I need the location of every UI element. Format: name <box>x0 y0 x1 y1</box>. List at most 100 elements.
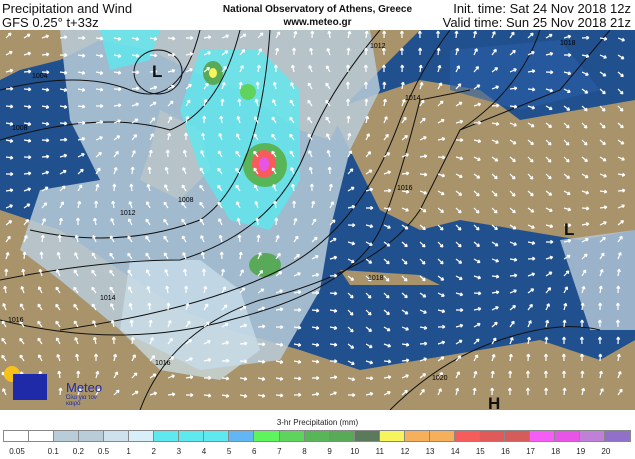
wind-arrow <box>597 319 602 328</box>
wind-arrow <box>75 353 80 362</box>
wind-arrow <box>345 98 351 107</box>
wind-arrow <box>203 303 209 311</box>
model-info: GFS 0.25° t+33z <box>2 15 99 30</box>
wind-arrow <box>77 53 86 58</box>
wind-arrow <box>599 54 607 59</box>
wind-arrow <box>199 218 205 226</box>
wind-arrow <box>580 370 585 379</box>
wind-arrow <box>491 67 499 73</box>
wind-arrow <box>59 121 68 126</box>
wind-arrow <box>311 342 320 347</box>
wind-arrow <box>239 323 248 328</box>
wind-arrow <box>257 32 264 39</box>
wind-arrow <box>616 353 621 362</box>
wind-arrow <box>527 122 535 128</box>
wind-arrow <box>167 84 175 90</box>
wind-arrow <box>617 122 624 129</box>
wind-arrow <box>509 241 517 246</box>
wind-arrow <box>561 353 566 362</box>
wind-arrow <box>183 132 189 141</box>
wind-arrow <box>185 357 193 362</box>
wind-arrow <box>256 234 261 243</box>
wind-arrow <box>41 218 46 226</box>
wind-arrow <box>473 102 482 107</box>
wind-arrow <box>272 81 277 90</box>
wind-arrow <box>419 373 427 379</box>
wind-arrow <box>400 64 405 73</box>
wind-arrow <box>239 393 248 398</box>
wind-arrow <box>509 68 517 73</box>
wind-arrow <box>580 302 585 311</box>
wind-arrow <box>616 268 621 277</box>
wind-arrow <box>365 224 374 229</box>
wind-arrow <box>5 86 14 91</box>
wind-arrow <box>545 156 552 163</box>
wind-arrow <box>563 105 571 111</box>
wind-arrow <box>293 217 298 226</box>
legend-label: 10 <box>350 447 360 456</box>
wind-arrow <box>145 269 151 277</box>
wind-arrow <box>257 288 265 294</box>
wind-arrow <box>491 290 500 295</box>
wind-arrow <box>95 370 100 379</box>
wind-arrow <box>2 388 7 396</box>
wind-arrow <box>455 190 463 196</box>
wind-arrow <box>365 205 374 210</box>
weather-map: 1004 1008 1008 1012 1012 1014 1014 1016 … <box>0 30 635 410</box>
wind-arrow <box>437 275 445 281</box>
legend-color-cell <box>454 431 480 441</box>
isobar-label: 1018 <box>368 275 384 282</box>
legend-color-cell <box>4 431 30 441</box>
wind-arrow <box>289 150 295 158</box>
wind-arrow <box>271 150 277 158</box>
wind-arrow <box>491 274 500 279</box>
wind-arrow <box>41 170 50 175</box>
wind-arrow <box>181 184 187 192</box>
wind-arrow <box>203 82 209 90</box>
wind-arrow <box>112 183 117 192</box>
wind-arrow <box>616 336 621 345</box>
legend-label: 16 <box>500 447 510 456</box>
wind-arrow <box>562 319 567 328</box>
wind-arrow <box>1 320 7 328</box>
wind-arrow <box>95 388 101 396</box>
wind-arrow <box>347 186 355 192</box>
wind-arrow <box>1 354 7 362</box>
wind-arrow <box>581 156 588 163</box>
wind-arrow <box>237 98 242 107</box>
wind-arrow <box>59 153 68 158</box>
wind-arrow <box>131 134 138 141</box>
wind-arrow <box>23 171 32 176</box>
wind-arrow <box>149 85 158 90</box>
wind-arrow <box>491 224 498 231</box>
wind-arrow <box>113 166 118 175</box>
website-link[interactable]: www.meteo.gr <box>283 17 352 28</box>
legend-label: 6 <box>251 447 257 456</box>
wind-arrow <box>325 65 331 73</box>
legend-label: 4 <box>201 447 207 456</box>
wind-arrow <box>401 98 406 107</box>
wind-arrow <box>383 275 390 282</box>
wind-arrow <box>127 269 133 277</box>
wind-arrow <box>238 81 243 90</box>
wind-arrow <box>401 207 409 212</box>
wind-arrow <box>580 319 585 328</box>
wind-arrow <box>509 139 517 145</box>
wind-arrow <box>491 258 500 263</box>
wind-arrow <box>290 167 295 175</box>
wind-arrow <box>347 392 356 398</box>
wind-arrow <box>110 303 115 311</box>
wind-arrow <box>163 218 169 226</box>
wind-arrow <box>218 132 223 141</box>
wind-arrow <box>347 275 355 281</box>
wind-arrow <box>437 241 444 248</box>
wind-arrow <box>436 30 441 39</box>
wind-arrow <box>509 207 516 214</box>
wind-arrow <box>311 375 320 381</box>
wind-arrow <box>185 51 194 57</box>
wind-arrow <box>599 221 607 226</box>
wind-arrow <box>327 30 332 39</box>
wind-arrow <box>383 391 391 396</box>
wind-arrow <box>239 33 247 39</box>
wind-arrow <box>347 30 352 39</box>
